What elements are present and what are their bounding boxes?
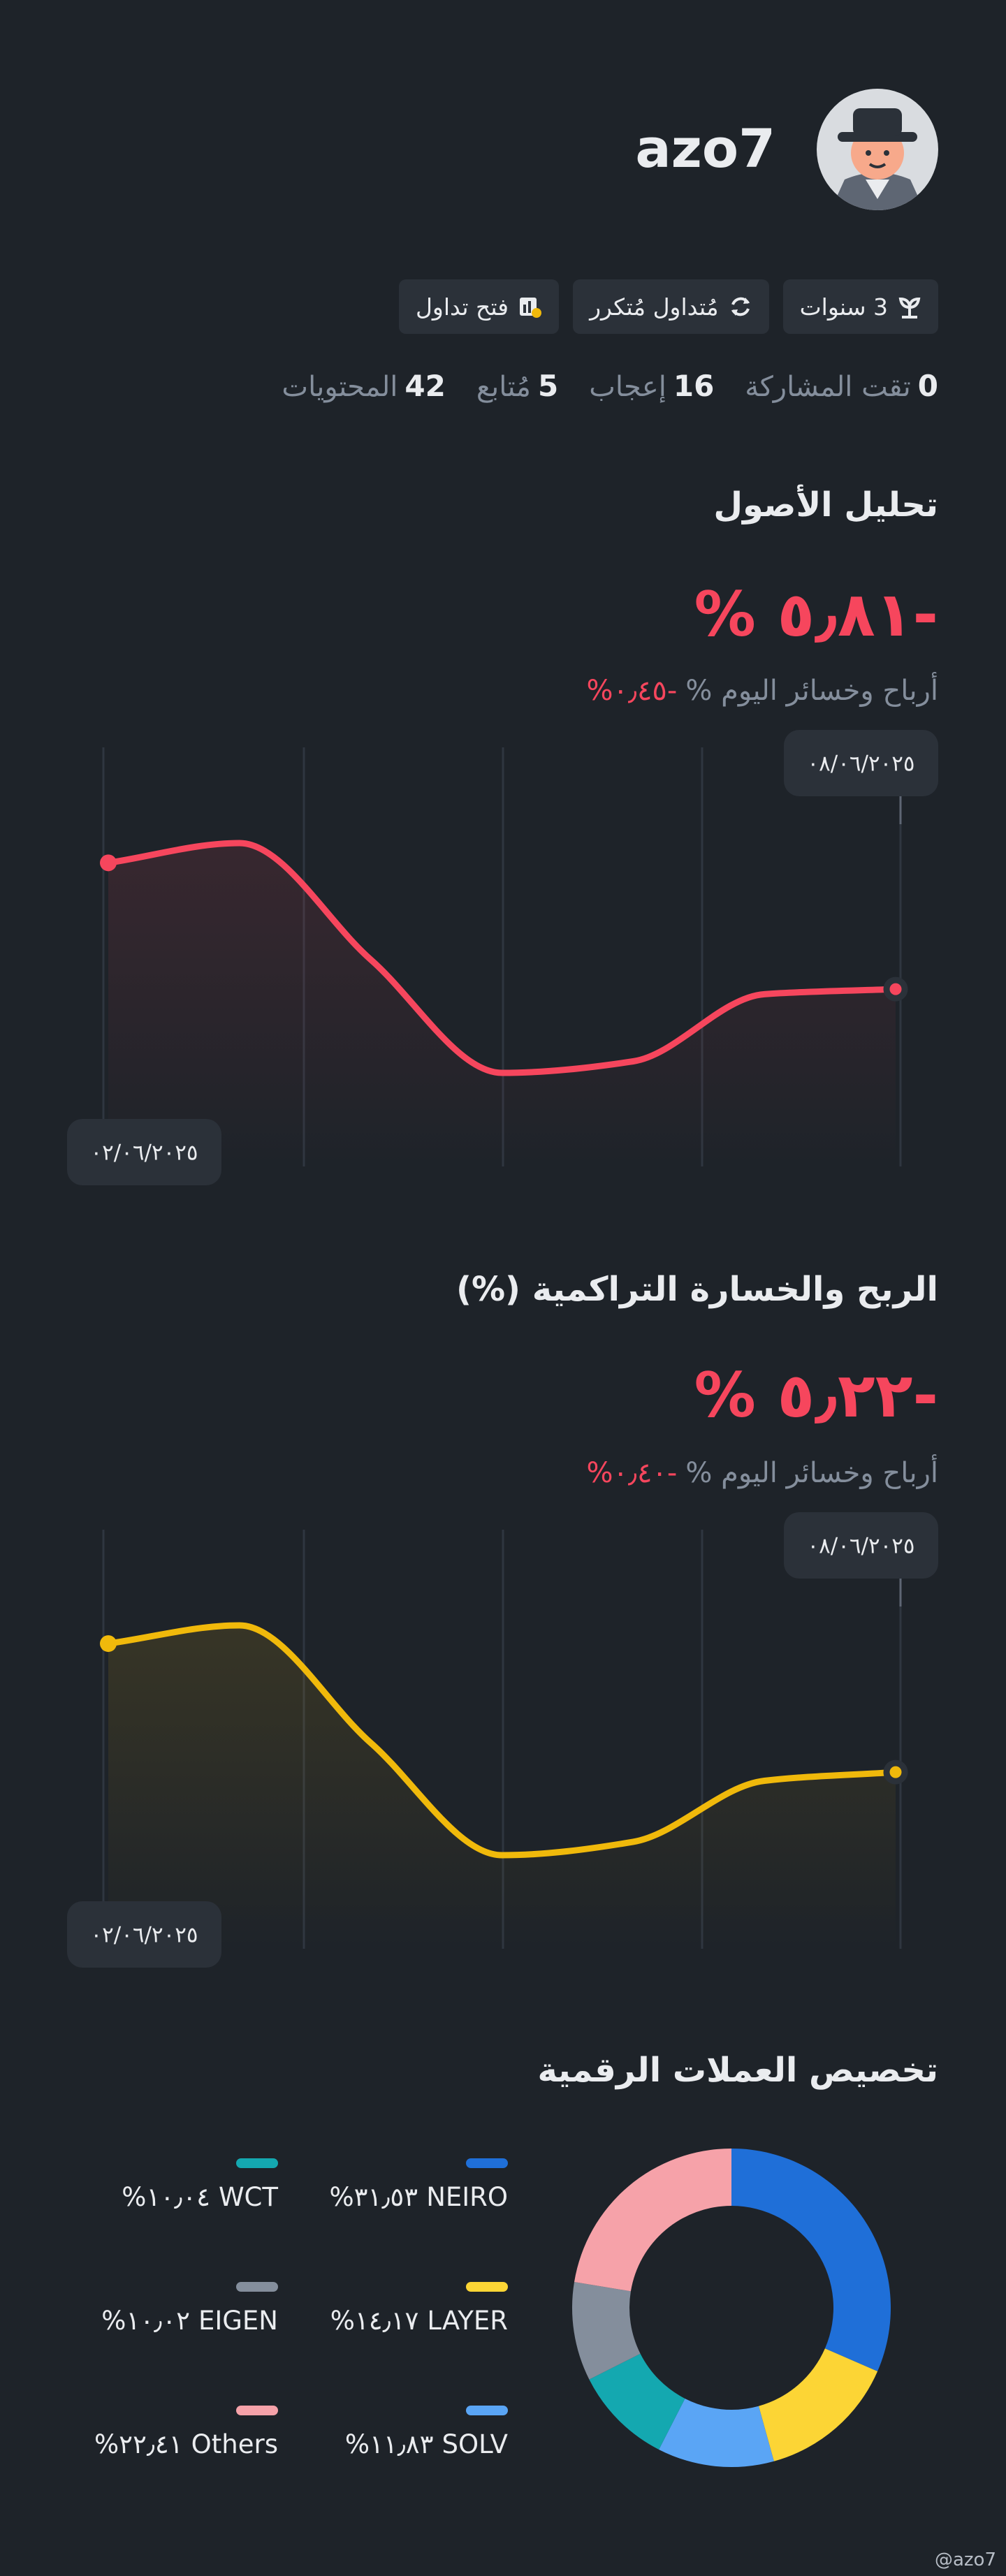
stat-value: 5 — [537, 369, 559, 403]
legend-text: %١٠٫٠٢ EIGEN — [0, 2306, 278, 2336]
legend-item[interactable]: %١٠٫٠٢ EIGEN — [0, 2282, 278, 2336]
section-title: تحليل الأصول — [713, 485, 938, 525]
legend-swatch — [236, 2406, 278, 2415]
today-label: أرباح وخسائر اليوم % — [685, 675, 938, 707]
legend-text: %١١٫٨٣ SOLV — [228, 2429, 508, 2459]
legend-name: EIGEN — [198, 2306, 278, 2336]
today-label: أرباح وخسائر اليوم % — [685, 1457, 938, 1489]
legend-value: %٣١٫٥٣ — [329, 2182, 418, 2212]
legend-item[interactable]: %٢٢٫٤١ Others — [0, 2406, 278, 2459]
donut-segment — [731, 2149, 891, 2371]
tag-icon — [898, 297, 921, 319]
donut-segment — [589, 2353, 685, 2450]
stat-label: مُتابع — [476, 371, 531, 403]
legend-item[interactable]: %١١٫٨٣ SOLV — [228, 2406, 508, 2459]
avatar[interactable] — [817, 89, 938, 210]
stat[interactable]: 0تقت المشاركة — [745, 369, 938, 403]
donut-segment — [659, 2398, 774, 2467]
stat-label: تقت المشاركة — [745, 371, 911, 403]
legend-swatch — [236, 2282, 278, 2292]
tag[interactable]: مُتداول مُتكرر — [573, 279, 769, 334]
line-chart: ٠٢/٠٦/٢٠٢٥ ٠٨/٠٦/٢٠٢٥ — [67, 1512, 938, 1968]
donut-chart — [572, 2149, 891, 2467]
tag[interactable]: فتح تداول — [398, 279, 560, 334]
legend-value: %١٠٫٠٢ — [101, 2306, 190, 2336]
legend-text: %٢٢٫٤١ Others — [0, 2429, 278, 2459]
stat[interactable]: 5مُتابع — [476, 369, 558, 403]
date-tooltip — [784, 1512, 938, 1579]
watermark: @azo7 — [934, 2549, 996, 2570]
legend-name: Others — [191, 2429, 278, 2459]
legend-value: %٢٢٫٤١ — [94, 2429, 183, 2459]
legend-text: %٣١٫٥٣ NEIRO — [228, 2182, 508, 2212]
donut-segment — [572, 2282, 641, 2380]
line — [105, 1622, 899, 1859]
legend-swatch — [466, 2158, 508, 2168]
stats: 0تقت المشاركة 16إعجاب 5مُتابع 42المحتويا… — [282, 369, 938, 403]
start-point — [100, 1635, 117, 1653]
stat-value: 0 — [917, 369, 938, 403]
tag-label: فتح تداول — [415, 293, 509, 321]
line — [105, 840, 899, 1076]
tag-icon — [731, 297, 750, 316]
legend-value: %١٤٫١٧ — [330, 2306, 419, 2336]
legend-item[interactable]: %١٤٫١٧ LAYER — [228, 2282, 508, 2336]
donut-segment — [574, 2149, 731, 2292]
start-point — [100, 854, 117, 872]
username: azo7 — [635, 117, 775, 180]
legend-name: WCT — [218, 2182, 278, 2212]
tag-label: مُتداول مُتكرر — [590, 293, 719, 321]
stat[interactable]: 16إعجاب — [589, 369, 714, 403]
legend-swatch — [236, 2158, 278, 2168]
date-tooltip — [67, 1901, 221, 1968]
tags: 3 سنوات مُتداول مُتكرر فتح تداول — [398, 279, 938, 334]
legend-item[interactable]: %١٠٫٠٤ WCT — [0, 2158, 278, 2212]
today-row: أرباح وخسائر اليوم % %٠٫٤٥- — [586, 675, 938, 707]
section-title: الربح والخسارة التراكمية (%) — [456, 1270, 938, 1309]
legend-swatch — [466, 2282, 508, 2292]
donut-segment — [758, 2348, 878, 2461]
legend-value: %١٠٫٠٤ — [122, 2182, 210, 2212]
today-change: %٠٫٤٠- — [586, 1457, 678, 1489]
stat-value: 16 — [673, 369, 715, 403]
date-label: ٠٢/٠٦/٢٠٢٥ — [90, 1141, 198, 1166]
tag-label: 3 سنوات — [799, 293, 888, 321]
stat[interactable]: 42المحتويات — [282, 369, 445, 403]
legend-item[interactable]: %٣١٫٥٣ NEIRO — [228, 2158, 508, 2212]
legend-name: SOLV — [442, 2429, 508, 2459]
date-label: ٠٨/٠٦/٢٠٢٥ — [807, 752, 914, 777]
end-point — [883, 1759, 908, 1785]
legend-text: %١٠٫٠٤ WCT — [0, 2182, 278, 2212]
legend-name: NEIRO — [426, 2182, 508, 2212]
tag[interactable]: 3 سنوات — [782, 279, 938, 334]
stat-label: إعجاب — [589, 371, 666, 403]
today-change: %٠٫٤٥- — [586, 675, 678, 707]
legend-name: LAYER — [427, 2306, 508, 2336]
date-label: ٠٨/٠٦/٢٠٢٥ — [807, 1534, 914, 1559]
stat-label: المحتويات — [282, 371, 398, 403]
tag-icon — [520, 298, 542, 318]
legend-text: %١٤٫١٧ LAYER — [228, 2306, 508, 2336]
line-area — [108, 1625, 896, 1949]
stat-value: 42 — [404, 369, 446, 403]
legend-value: %١١٫٨٣ — [344, 2429, 434, 2459]
line-chart: ٠٢/٠٦/٢٠٢٥ ٠٨/٠٦/٢٠٢٥ — [67, 730, 938, 1185]
line-area — [108, 843, 896, 1166]
section-title: تخصيص العملات الرقمية — [537, 2051, 939, 2090]
pnl-headline: % ٥٫٢٢- — [694, 1359, 938, 1431]
date-label: ٠٢/٠٦/٢٠٢٥ — [90, 1923, 198, 1948]
date-tooltip — [67, 1119, 221, 1185]
end-point — [883, 976, 908, 1002]
legend-swatch — [466, 2406, 508, 2415]
today-row: أرباح وخسائر اليوم % %٠٫٤٠- — [586, 1457, 938, 1489]
pnl-headline: % ٥٫٨١- — [694, 578, 938, 650]
date-tooltip — [784, 730, 938, 796]
